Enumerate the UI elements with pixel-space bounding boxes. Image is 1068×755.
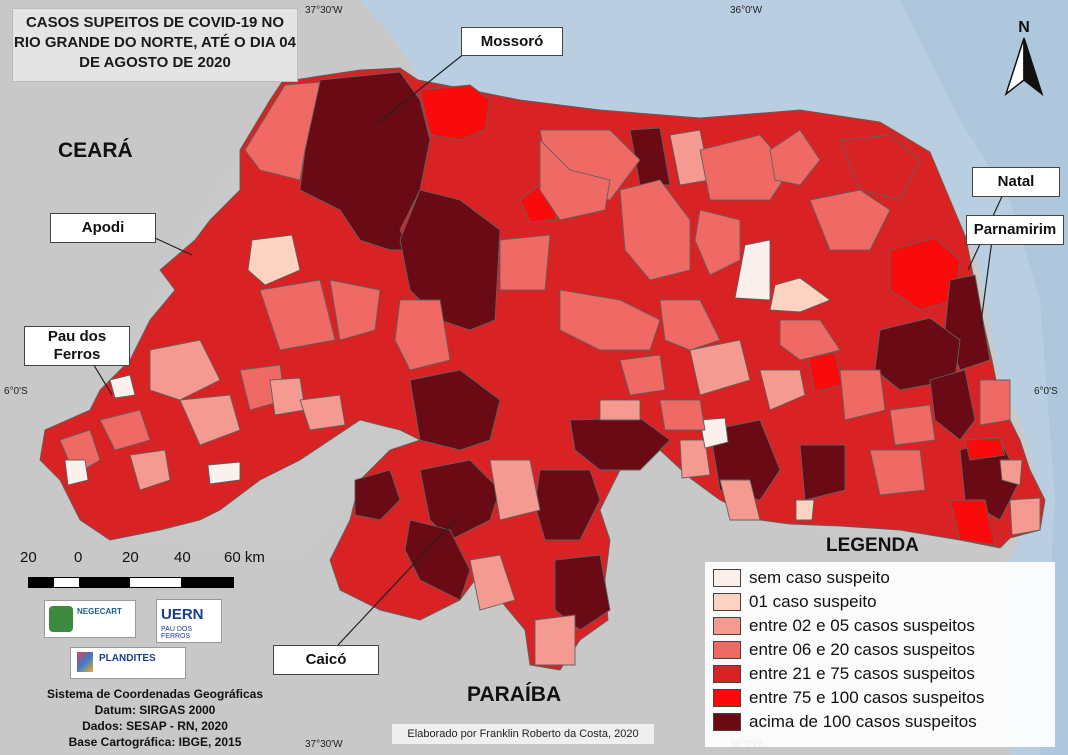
credits-line-4: Base Cartográfica: IBGE, 2015 (68, 735, 242, 749)
tree-icon (49, 606, 73, 632)
callout-pau-dos-ferros: Pau dos Ferros (24, 326, 130, 366)
credits-line-1: Sistema de Coordenadas Geográficas (46, 687, 264, 701)
elaborated-by: Elaborado por Franklin Roberto da Costa,… (392, 724, 654, 744)
state-outline (39, 67, 1046, 671)
coord-top-left: 37°30'W (305, 5, 343, 16)
uern-logo-sub: PAU DOS FERROS (161, 626, 192, 640)
callout-pau-dos-ferros-line-2: Ferros (53, 346, 101, 363)
map-title-line-2: RIO GRANDE DO NORTE, ATÉ O DIA 04 (14, 34, 296, 51)
plandites-icon (77, 652, 93, 672)
scale-label-2: 20 (122, 549, 139, 566)
rn-state (39, 67, 1046, 671)
scale-labels: 20 0 20 40 60 km (18, 549, 268, 569)
uern-logo-text: UERN (161, 606, 204, 623)
legend-label: acima de 100 casos suspeitos (749, 712, 977, 731)
coord-right-lat: 6°0'S (1034, 386, 1058, 397)
map-title-box: CASOS SUPEITOS DE COVID-19 NO RIO GRANDE… (12, 8, 298, 82)
plandites-logo: PLANDITES (70, 647, 186, 679)
north-arrow-icon: N (1004, 19, 1044, 97)
legend-label: entre 06 e 20 casos suspeitos (749, 640, 975, 659)
north-letter: N (1018, 19, 1030, 36)
legend-item: entre 06 e 20 casos suspeitos (713, 640, 975, 660)
legend-item: acima de 100 casos suspeitos (713, 712, 977, 732)
legend-swatch (713, 641, 741, 659)
scale-label-4: 60 km (224, 549, 265, 566)
callout-caico: Caicó (273, 645, 379, 675)
coord-bottom-left: 37°30'W (305, 739, 343, 750)
plandites-logo-text: PLANDITES (99, 653, 156, 664)
callout-apodi: Apodi (50, 213, 156, 243)
legend-label: sem caso suspeito (749, 568, 890, 587)
credits-line-2: Datum: SIRGAS 2000 (94, 703, 216, 717)
legend: sem caso suspeito 01 caso suspeito entre… (705, 562, 1055, 747)
legend-label: entre 21 e 75 casos suspeitos (749, 664, 975, 683)
region-label-paraiba: PARAÍBA (467, 683, 562, 706)
negecart-logo: NEGECART (44, 600, 136, 638)
scale-label-1: 0 (74, 549, 83, 566)
legend-swatch (713, 689, 741, 707)
legend-item: 01 caso suspeito (713, 592, 877, 612)
map-title-line-1: CASOS SUPEITOS DE COVID-19 NO (25, 14, 285, 31)
scale-label-3: 40 (174, 549, 191, 566)
legend-label: 01 caso suspeito (749, 592, 877, 611)
callout-natal: Natal (972, 167, 1060, 197)
region-label-ceara: CEARÁ (58, 139, 133, 162)
legend-item: entre 21 e 75 casos suspeitos (713, 664, 975, 684)
map-title-line-3: DE AGOSTO DE 2020 (79, 54, 231, 71)
credits: Sistema de Coordenadas Geográficas Datum… (10, 686, 300, 750)
callout-pau-dos-ferros-line-1: Pau dos (47, 328, 107, 345)
legend-swatch (713, 569, 741, 587)
legend-title: LEGENDA (826, 535, 919, 556)
credits-line-3: Dados: SESAP - RN, 2020 (82, 719, 228, 733)
negecart-logo-text: NEGECART (77, 607, 122, 616)
legend-item: sem caso suspeito (713, 568, 890, 588)
scale-bar (28, 577, 234, 588)
scale-label-0: 20 (20, 549, 37, 566)
legend-label: entre 02 e 05 casos suspeitos (749, 616, 975, 635)
callout-mossoro: Mossoró (461, 27, 563, 56)
coord-top-right: 36°0'W (730, 5, 763, 16)
legend-swatch (713, 665, 741, 683)
legend-label: entre 75 e 100 casos suspeitos (749, 688, 985, 707)
coord-left-lat: 6°0'S (4, 386, 28, 397)
legend-item: entre 75 e 100 casos suspeitos (713, 688, 984, 708)
uern-logo: UERN PAU DOS FERROS (156, 599, 222, 643)
legend-swatch (713, 617, 741, 635)
legend-swatch (713, 713, 741, 731)
legend-item: entre 02 e 05 casos suspeitos (713, 616, 975, 636)
callout-leaders (91, 52, 1006, 646)
callout-parnamirim: Parnamirim (966, 215, 1064, 245)
legend-swatch (713, 593, 741, 611)
